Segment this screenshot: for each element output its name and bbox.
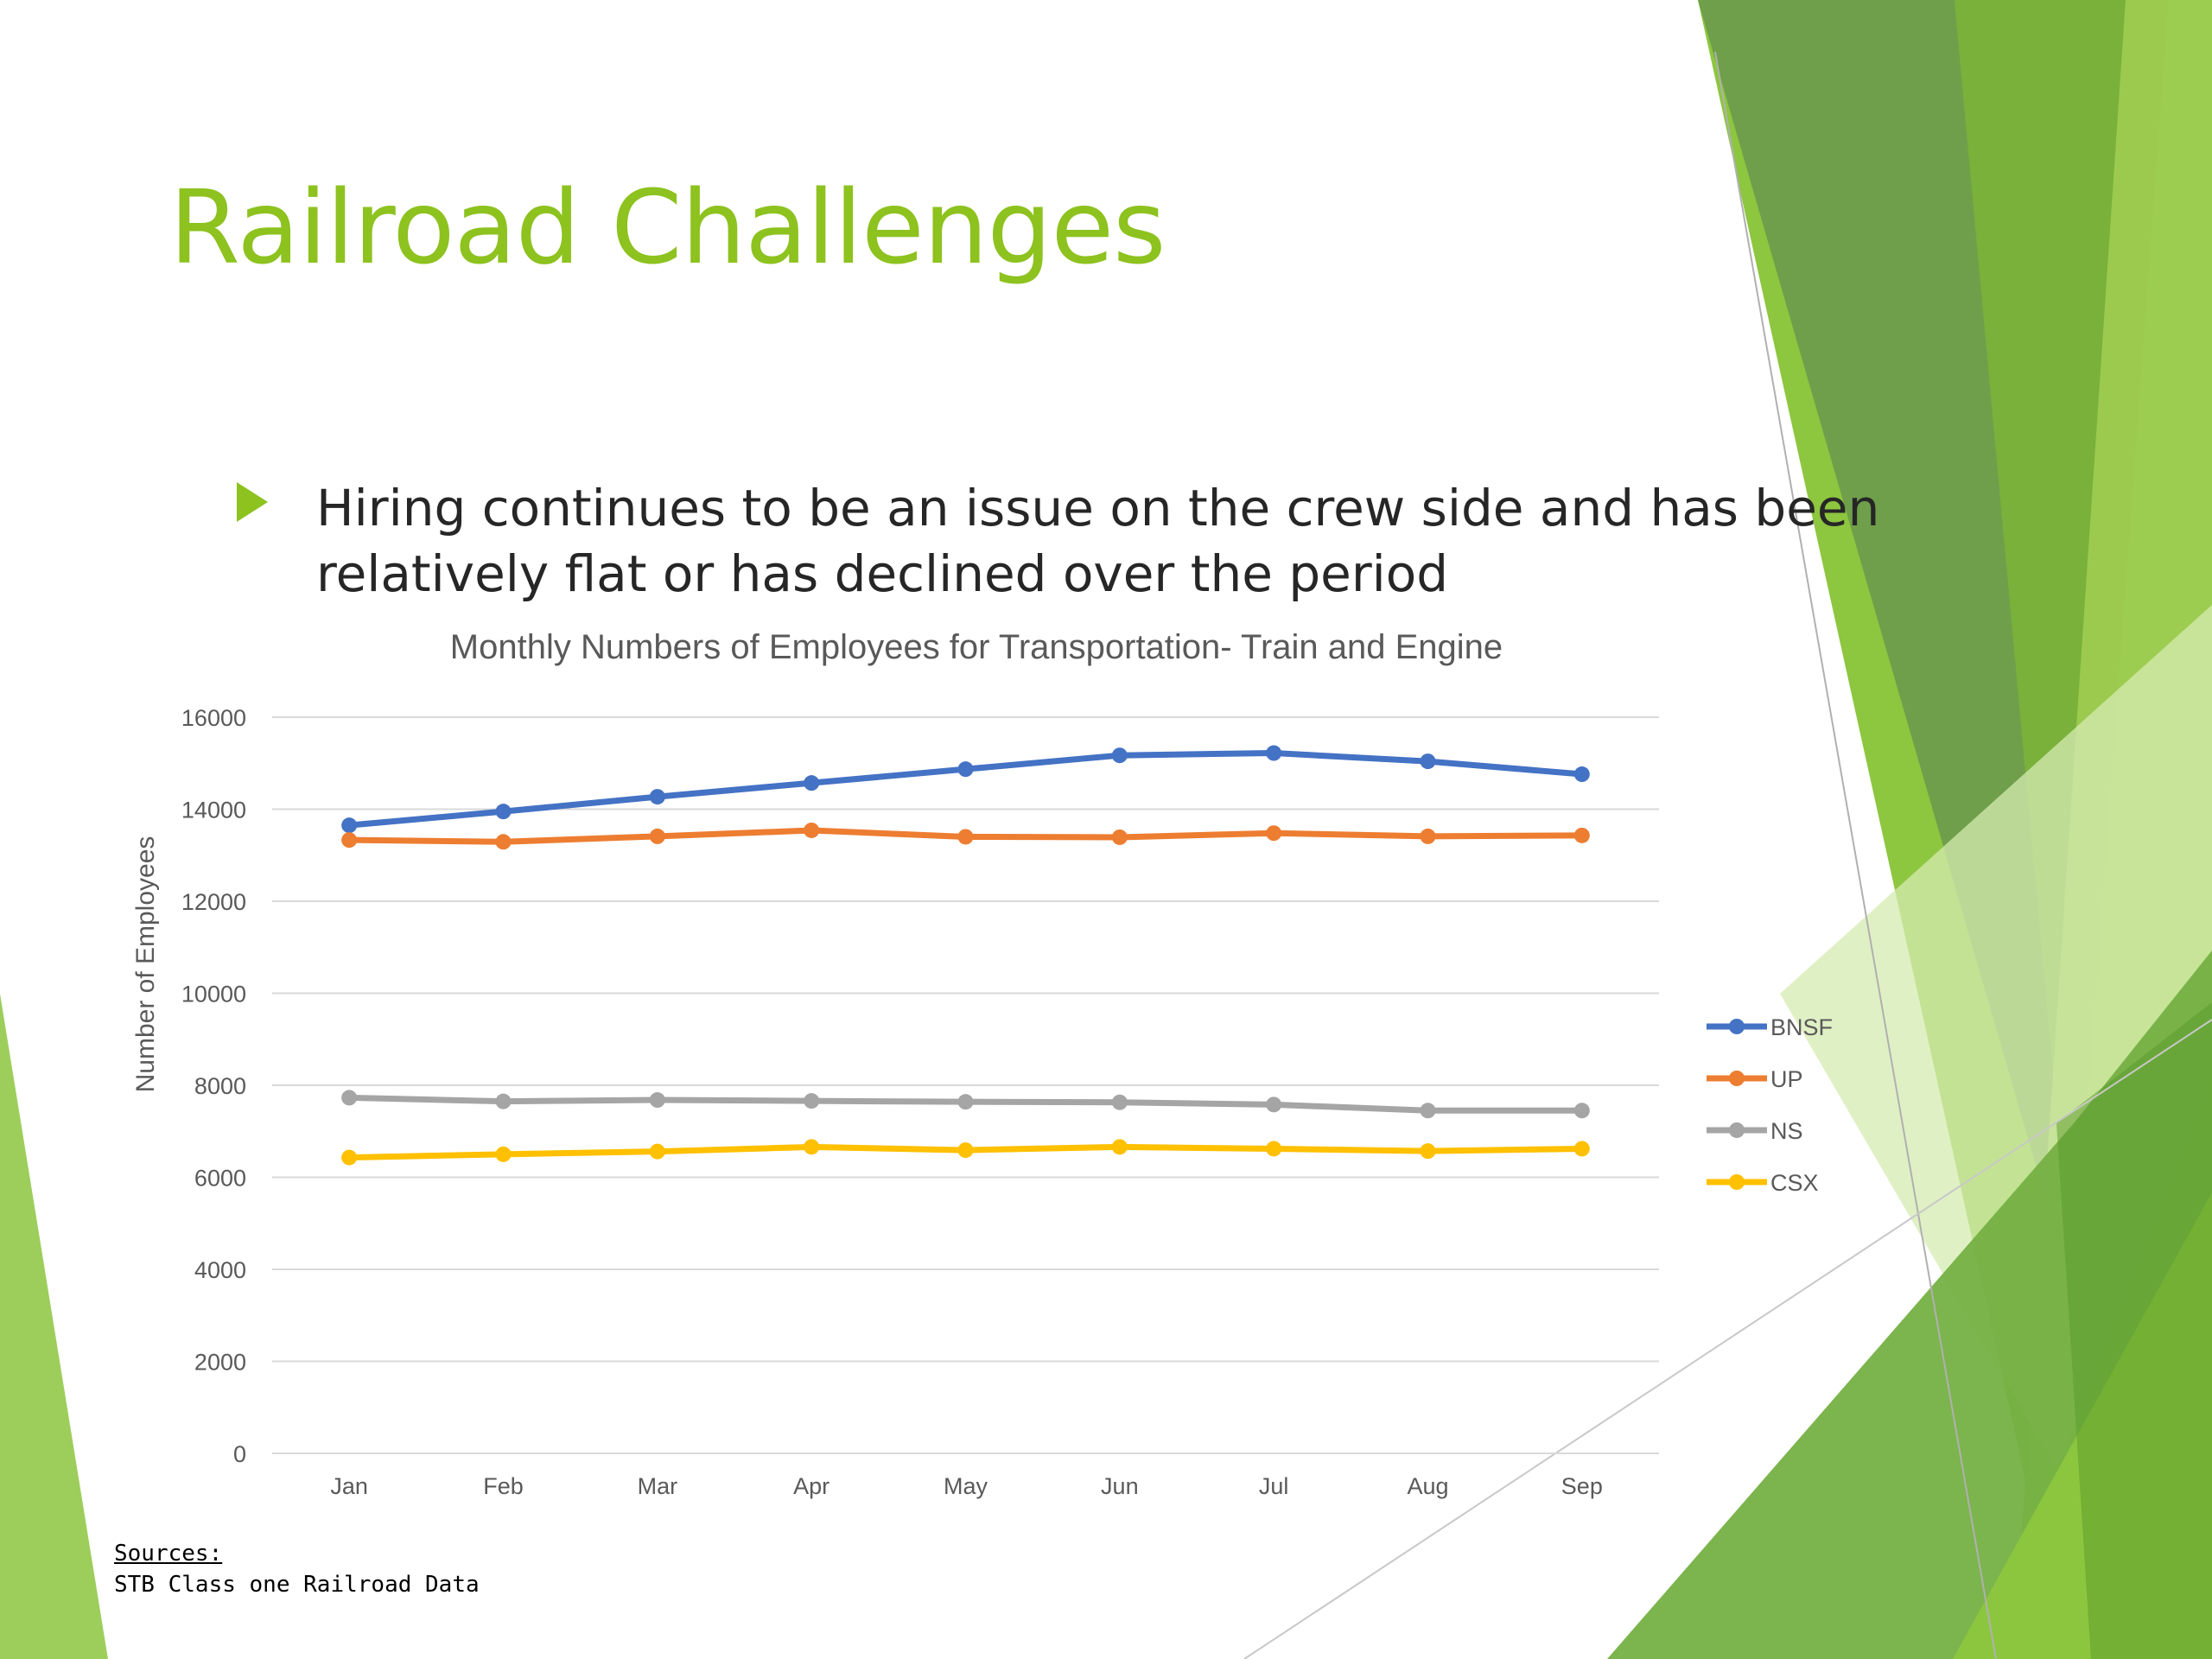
legend-item-bnsf: BNSF [1707, 1014, 1833, 1040]
data-point-ns [804, 1093, 820, 1109]
triangle-right-icon [237, 482, 268, 522]
data-point-csx [1111, 1139, 1128, 1155]
data-point-up [1111, 829, 1128, 845]
x-tick-label: Mar [638, 1473, 678, 1499]
x-tick-label: Jun [1101, 1473, 1139, 1499]
line-chart: Monthly Numbers of Employees for Transpo… [131, 628, 1833, 1499]
data-point-bnsf [1111, 747, 1128, 764]
y-tick-label: 2000 [194, 1350, 246, 1376]
data-point-bnsf [495, 804, 512, 820]
data-point-ns [1420, 1103, 1436, 1119]
y-tick-label: 6000 [194, 1166, 246, 1192]
data-point-csx [957, 1142, 974, 1159]
y-tick-label: 12000 [181, 889, 246, 915]
data-point-bnsf [1573, 766, 1590, 783]
legend-label: CSX [1770, 1170, 1819, 1196]
x-tick-label: May [944, 1473, 988, 1499]
y-tick-label: 10000 [181, 982, 246, 1007]
x-tick-labels: Jan Feb Mar Apr May Jun Jul Aug Sep [330, 1473, 1602, 1499]
data-point-ns [649, 1092, 665, 1109]
data-point-bnsf [804, 775, 820, 791]
bullet-text: Hiring continues to be an issue on the c… [316, 479, 1880, 603]
legend-label: BNSF [1770, 1014, 1833, 1040]
data-point-bnsf [1420, 753, 1436, 770]
y-axis-label: Number of Employees [131, 836, 160, 1093]
legend-item-csx: CSX [1707, 1170, 1819, 1196]
data-point-csx [1573, 1141, 1590, 1157]
data-point-bnsf [649, 789, 665, 805]
gridlines [272, 716, 1659, 1454]
data-point-ns [1266, 1096, 1282, 1113]
data-point-csx [341, 1149, 358, 1166]
data-point-ns [341, 1090, 358, 1106]
x-tick-label: Aug [1407, 1473, 1448, 1499]
series-ns [341, 1090, 1590, 1119]
data-point-csx [495, 1146, 512, 1162]
series-csx [341, 1139, 1590, 1166]
data-point-csx [649, 1143, 665, 1160]
data-point-csx [1420, 1143, 1436, 1160]
y-tick-label: 8000 [194, 1073, 246, 1099]
legend-item-ns: NS [1707, 1118, 1803, 1144]
data-point-bnsf [957, 761, 974, 778]
data-point-ns [495, 1093, 512, 1109]
series-layer [341, 745, 1590, 1166]
legend-swatch-marker [1729, 1071, 1745, 1086]
slide-title: Railroad Challenges [169, 168, 1166, 287]
data-point-csx [804, 1139, 820, 1155]
y-tick-label: 16000 [181, 705, 246, 731]
bottom-green-facet-3 [2056, 1002, 2212, 1659]
legend-label: UP [1770, 1066, 1803, 1092]
data-point-up [1420, 828, 1436, 844]
chart-title: Monthly Numbers of Employees for Transpo… [450, 628, 1503, 666]
x-tick-label: Jul [1259, 1473, 1289, 1499]
thin-diagonal-line-1 [1714, 51, 1997, 1659]
data-point-up [1266, 825, 1282, 842]
legend-item-up: UP [1707, 1066, 1803, 1092]
y-tick-labels: 0 2000 4000 6000 8000 10000 12000 14000 16000 [181, 705, 246, 1467]
legend: BNSF UP NS CSX [1707, 1014, 1833, 1196]
sources-text: STB Class one Railroad Data [114, 1572, 480, 1598]
data-point-bnsf [1266, 745, 1282, 761]
series-up [341, 822, 1590, 850]
legend-swatch-marker [1729, 1174, 1745, 1190]
x-tick-label: Apr [793, 1473, 830, 1499]
x-tick-label: Jan [330, 1473, 368, 1499]
data-point-ns [1111, 1094, 1128, 1110]
y-tick-label: 4000 [194, 1257, 246, 1283]
y-tick-label: 14000 [181, 798, 246, 823]
data-point-ns [957, 1094, 974, 1110]
left-green-shape [0, 994, 108, 1659]
legend-swatch-marker [1729, 1122, 1745, 1138]
y-tick-label: 0 [233, 1441, 246, 1467]
thin-diagonal-line-2 [1243, 1019, 2212, 1659]
sources-note: Sources: STB Class one Railroad Data [114, 1538, 480, 1600]
data-point-ns [1573, 1103, 1590, 1119]
data-point-up [649, 828, 665, 844]
series-bnsf [341, 745, 1590, 834]
data-point-bnsf [341, 817, 358, 834]
data-point-csx [1266, 1141, 1282, 1157]
legend-swatch-marker [1729, 1019, 1745, 1034]
data-point-up [341, 832, 358, 849]
x-tick-label: Feb [483, 1473, 524, 1499]
x-tick-label: Sep [1561, 1473, 1603, 1499]
data-point-up [1573, 827, 1590, 843]
data-point-up [495, 834, 512, 850]
legend-label: NS [1770, 1118, 1803, 1144]
data-point-up [957, 829, 974, 845]
sources-label: Sources: [114, 1541, 223, 1567]
data-point-up [804, 822, 820, 838]
